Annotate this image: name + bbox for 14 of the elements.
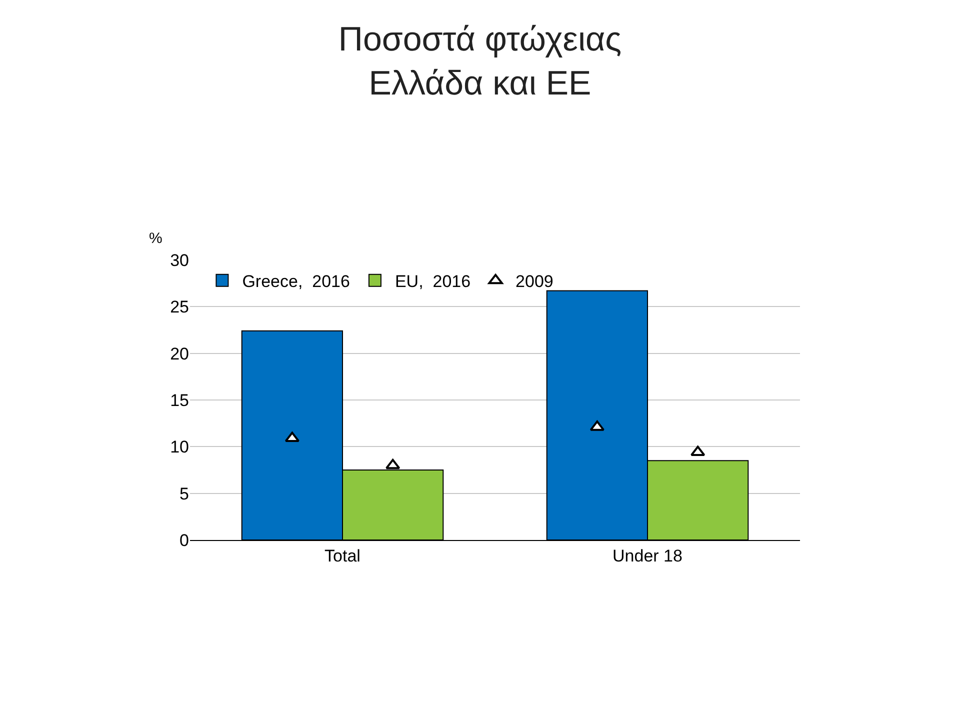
y-tick-label: 15 — [170, 390, 189, 410]
y-tick-label: 10 — [170, 438, 189, 457]
y-tick-label: 30 — [170, 250, 189, 270]
y-tick-label: 20 — [170, 344, 189, 364]
x-tick-label: Under 18 — [612, 546, 682, 566]
y-tick-label: 5 — [180, 484, 189, 504]
y-tick-label: 25 — [170, 298, 189, 317]
legend-label: EU, 2016 — [394, 272, 471, 291]
x-tick-label: Total — [324, 546, 360, 566]
legend-label: Greece, 2016 — [242, 272, 350, 291]
y-tick-label: 0 — [180, 530, 189, 550]
chart-title: Ποσοστά φτώχειας Ελλάδα και ΕΕ — [338, 20, 622, 103]
y-axis-title: % — [149, 230, 162, 247]
legend-label: 2009 — [516, 272, 554, 291]
